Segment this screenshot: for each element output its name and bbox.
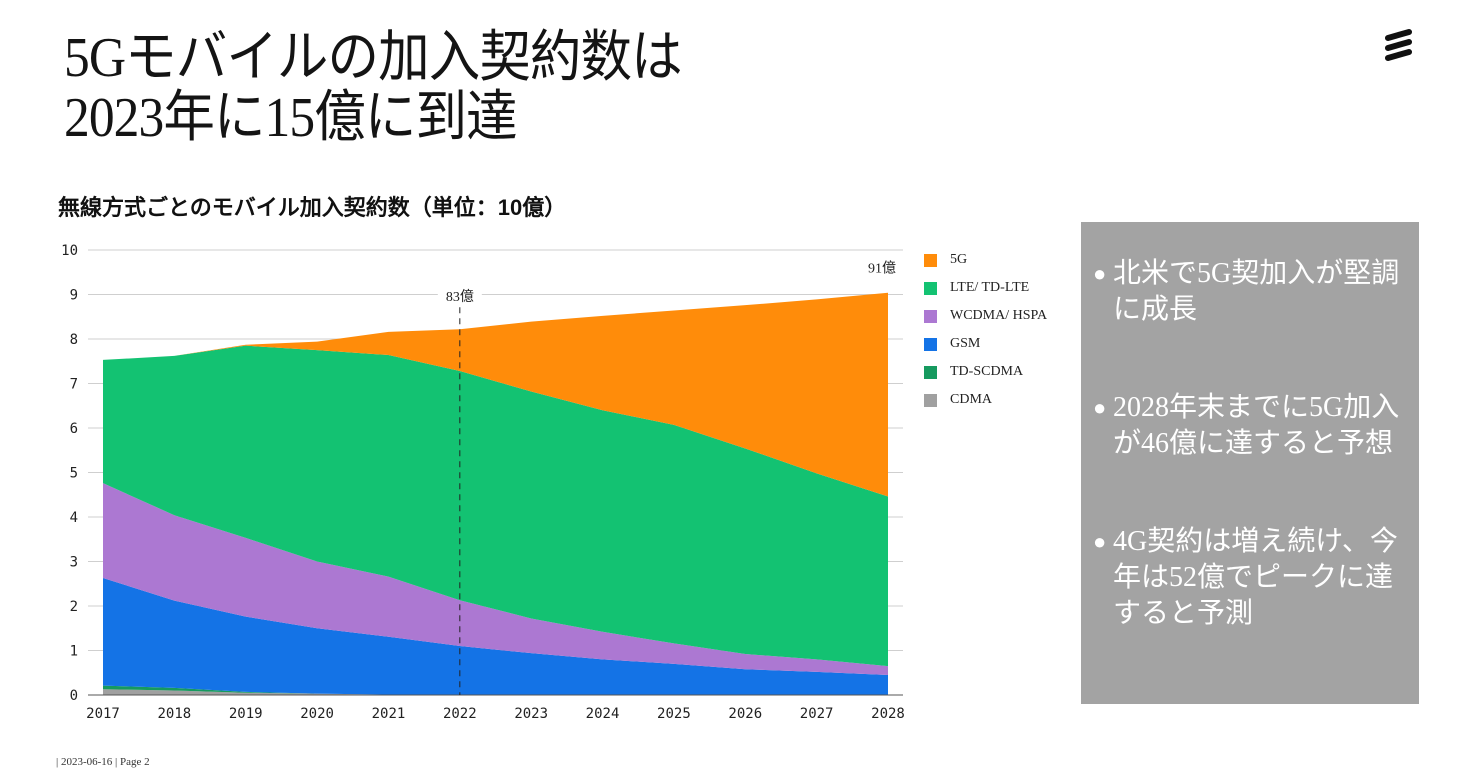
key-points-panel: ● 北米で5G契加入が堅調に成長 ● 2028年末までに5G加入が46億に達する…	[1081, 222, 1419, 704]
x-tick-label: 2021	[372, 706, 406, 722]
x-tick-label: 2022	[443, 706, 477, 722]
area-lte-td-lte	[103, 345, 888, 667]
area-gsm	[103, 577, 888, 695]
annotation-label-bg	[860, 252, 904, 275]
chart-legend: 5G LTE/ TD-LTE WCDMA/ HSPA GSM TD-SCDMA CDMA	[924, 246, 1047, 414]
legend-swatch	[924, 337, 937, 351]
legend-label: WCDMA/ HSPA	[950, 308, 1048, 323]
bullet-icon: ●	[1093, 529, 1107, 554]
legend-item: 5G	[924, 246, 1047, 274]
legend-item: LTE/ TD-LTE	[924, 274, 1047, 302]
slide-title-line-2: 2023年に15億に到達	[64, 87, 518, 149]
x-tick-label: 2023	[514, 706, 548, 722]
y-tick-label: 6	[70, 421, 78, 437]
legend-swatch	[924, 253, 937, 267]
area-cdma	[103, 689, 888, 695]
key-point-item: ● 4G契約は増え続け、今年は52億でピークに達すると予測	[1093, 524, 1403, 632]
legend-item: TD-SCDMA	[924, 358, 1047, 386]
legend-swatch	[924, 309, 937, 323]
chart-title: 無線方式ごとのモバイル加入契約数（単位：10億）	[58, 195, 567, 220]
legend-label: GSM	[950, 336, 981, 351]
key-point-text: 北米で5G契加入が堅調に成長	[1113, 258, 1400, 325]
legend-item: WCDMA/ HSPA	[924, 302, 1047, 330]
annotation-label: 91億	[868, 261, 896, 277]
legend-item: GSM	[924, 330, 1047, 358]
key-point-item: ● 2028年末までに5G加入が46億に達すると予想	[1093, 390, 1403, 462]
x-tick-label: 2020	[300, 706, 334, 722]
key-point-text: 4G契約は増え続け、今年は52億でピークに達すると予測	[1113, 526, 1398, 629]
annotation-label: 83億	[446, 289, 474, 305]
legend-item: CDMA	[924, 386, 1047, 414]
y-tick-label: 4	[70, 510, 78, 526]
y-tick-label: 9	[70, 288, 78, 304]
area-wcdma-hspa	[103, 483, 888, 675]
legend-label: LTE/ TD-LTE	[950, 280, 1030, 295]
x-tick-label: 2028	[871, 706, 905, 722]
x-tick-label: 2024	[586, 706, 620, 722]
stacked-area-chart: 0 1 2 3 4 5 6 7 8 9 10 2017 2018 2019 2020 2021 2022 2023…	[61, 243, 905, 722]
y-tick-label: 10	[61, 243, 78, 259]
x-tick-label: 2025	[657, 706, 691, 722]
y-tick-label: 8	[70, 332, 78, 348]
y-tick-label: 7	[70, 377, 78, 393]
legend-label: TD-SCDMA	[950, 364, 1024, 379]
legend-label: 5G	[950, 252, 968, 267]
key-point-text: 2028年末までに5G加入が46億に達すると予想	[1113, 392, 1400, 459]
legend-swatch	[924, 365, 937, 379]
bullet-icon: ●	[1093, 261, 1107, 286]
footer-date-page: | 2023-06-16 | Page 2	[56, 756, 150, 768]
x-tick-label: 2027	[800, 706, 834, 722]
legend-swatch	[924, 281, 937, 295]
y-tick-label: 1	[70, 644, 78, 660]
y-tick-label: 3	[70, 555, 78, 571]
key-point-item: ● 北米で5G契加入が堅調に成長	[1093, 256, 1403, 328]
bullet-icon: ●	[1093, 395, 1107, 420]
slide-title: 5Gモバイルの加入契約数は 2023年に15億に到達	[64, 27, 683, 149]
y-tick-label: 5	[70, 466, 78, 482]
ericsson-logo-icon	[1385, 29, 1412, 61]
x-tick-label: 2017	[86, 706, 120, 722]
legend-label: CDMA	[950, 392, 993, 407]
x-tick-label: 2019	[229, 706, 263, 722]
area-5g	[103, 292, 888, 497]
slide-title-line-1: 5Gモバイルの加入契約数は	[64, 27, 683, 89]
y-tick-label: 2	[70, 599, 78, 615]
x-tick-label: 2018	[158, 706, 192, 722]
legend-swatch	[924, 393, 937, 407]
annotation-label-bg	[437, 284, 482, 305]
y-tick-label: 0	[70, 688, 78, 704]
x-tick-label: 2026	[728, 706, 762, 722]
